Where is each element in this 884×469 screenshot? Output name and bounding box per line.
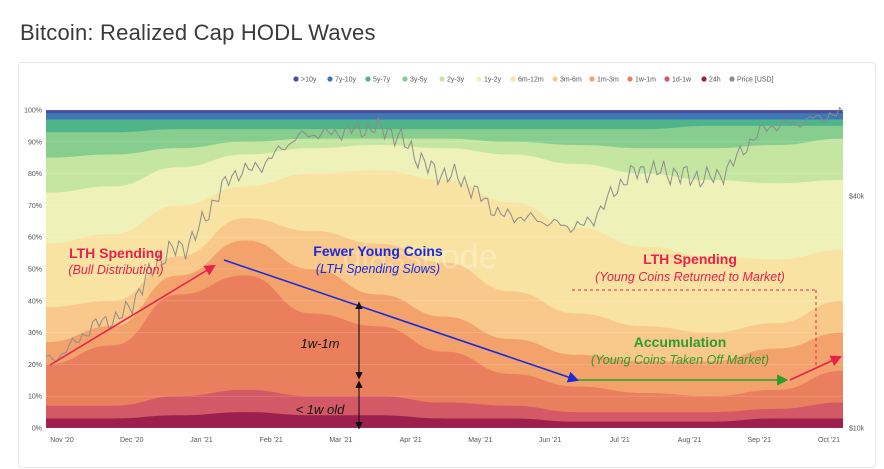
annotation-fewer-young-coins: Fewer Young Coins	[313, 243, 443, 259]
y-tick-label: 40%	[28, 298, 42, 305]
legend-item-2y-3y: 2y-3y	[439, 76, 465, 84]
legend-item-1d-1w: 1d-1w	[664, 76, 692, 84]
legend-item-5y-7y: 5y-7y	[365, 76, 391, 84]
legend-item-24h: 24h	[701, 76, 721, 84]
annotation-bull-distribution: (Bull Distribution)	[68, 263, 163, 277]
annotation-1w-1m: 1w-1m	[300, 336, 339, 351]
svg-text:1m-3m: 1m-3m	[597, 77, 619, 84]
legend-item-3y-5y: 3y-5y	[402, 76, 428, 84]
svg-text:2y-3y: 2y-3y	[447, 77, 465, 84]
svg-text:5y-7y: 5y-7y	[373, 77, 391, 84]
y-tick-label: 0%	[32, 426, 42, 433]
svg-text:1d-1w: 1d-1w	[672, 77, 692, 84]
svg-text:>10y: >10y	[301, 77, 317, 84]
annotation-young-taken-off: (Young Coins Taken Off Market)	[591, 353, 769, 367]
legend-item-1y-2y: 1y-2y	[476, 76, 502, 84]
x-tick-label: Dec '20	[120, 437, 144, 444]
y-axis-ticks: 0% 10% 20% 30% 40% 50% 60% 70% 80% 90% 100%	[24, 108, 42, 433]
hodl-wave-areas	[46, 110, 843, 429]
x-tick-label: Jun '21	[539, 437, 561, 444]
area-24h	[46, 412, 843, 428]
y-tick-label: 60%	[28, 235, 42, 242]
y-tick-label: 70%	[28, 203, 42, 210]
legend-item-1m-3m: 1m-3m	[589, 76, 619, 84]
svg-text:Price [USD]: Price [USD]	[737, 77, 774, 84]
y-tick-label: 10%	[28, 394, 42, 401]
y-tick-label: 90%	[28, 139, 42, 146]
annotations: LTH Spending (Bull Distribution) Fewer Y…	[49, 243, 843, 430]
svg-text:1w-1m: 1w-1m	[635, 77, 656, 84]
x-tick-label: May '21	[468, 437, 492, 444]
x-tick-label: Mar '21	[329, 437, 352, 444]
y-tick-label: 100%	[24, 108, 42, 115]
svg-text:3y-5y: 3y-5y	[410, 77, 428, 84]
annotation-accumulation: Accumulation	[634, 334, 727, 350]
legend-item-7y-10y: 7y-10y	[327, 76, 357, 84]
y-tick-label: 50%	[28, 267, 42, 274]
y-tick-label: 30%	[28, 330, 42, 337]
annotation-lt-1w-old: < 1w old	[296, 402, 346, 417]
price-line	[45, 106, 844, 363]
red-arrow-left	[49, 264, 216, 366]
legend-item-1w-1m: 1w-1m	[627, 76, 656, 84]
svg-text:7y-10y: 7y-10y	[335, 77, 357, 84]
svg-text:3m-6m: 3m-6m	[560, 77, 582, 84]
chart-title: Bitcoin: Realized Cap HODL Waves	[20, 20, 376, 45]
legend-item-6m-12m: 6m-12m	[510, 76, 544, 84]
legend-item-3m-6m: 3m-6m	[552, 76, 582, 84]
watermark: glassnode	[342, 238, 497, 276]
annotation-lth-spending-1: LTH Spending	[69, 245, 163, 261]
y2-tick-label: $10k	[849, 426, 865, 433]
x-axis-ticks: Nov '20 Dec '20 Jan '21 Feb '21 Mar '21 Apr '…	[50, 437, 840, 444]
chart-legend: >10y 7y-10y 5y-7y 3y-5y 2y-3y 1y-2y 6m-12m 3m-6…	[293, 76, 774, 84]
y2-tick-label: $40k	[849, 194, 865, 201]
annotation-lth-spending-slows: (LTH Spending Slows)	[316, 262, 440, 276]
y-tick-label: 80%	[28, 171, 42, 178]
x-tick-label: Feb '21	[260, 437, 283, 444]
legend-item-price-usd-: Price [USD]	[729, 76, 774, 84]
y-tick-label: 20%	[28, 362, 42, 369]
x-tick-label: Apr '21	[400, 437, 422, 444]
x-tick-label: Sep '21	[748, 437, 772, 444]
annotation-lth-spending-2: LTH Spending	[643, 251, 737, 267]
blue-arrow	[223, 259, 580, 383]
x-tick-label: Oct '21	[818, 437, 840, 444]
annotation-young-returned: (Young Coins Returned to Market)	[595, 270, 785, 284]
legend-item--10y: >10y	[293, 76, 317, 84]
svg-text:1y-2y: 1y-2y	[484, 77, 502, 84]
red-arrow-right	[789, 355, 843, 381]
svg-text:24h: 24h	[709, 77, 721, 84]
gridlines	[46, 109, 843, 429]
x-tick-label: Jan '21	[190, 437, 212, 444]
y2-axis-ticks: $10k $40k	[849, 194, 865, 433]
x-tick-label: Nov '20	[50, 437, 74, 444]
x-tick-label: Jul '21	[610, 437, 630, 444]
svg-text:6m-12m: 6m-12m	[518, 77, 544, 84]
x-tick-label: Aug '21	[678, 437, 702, 444]
